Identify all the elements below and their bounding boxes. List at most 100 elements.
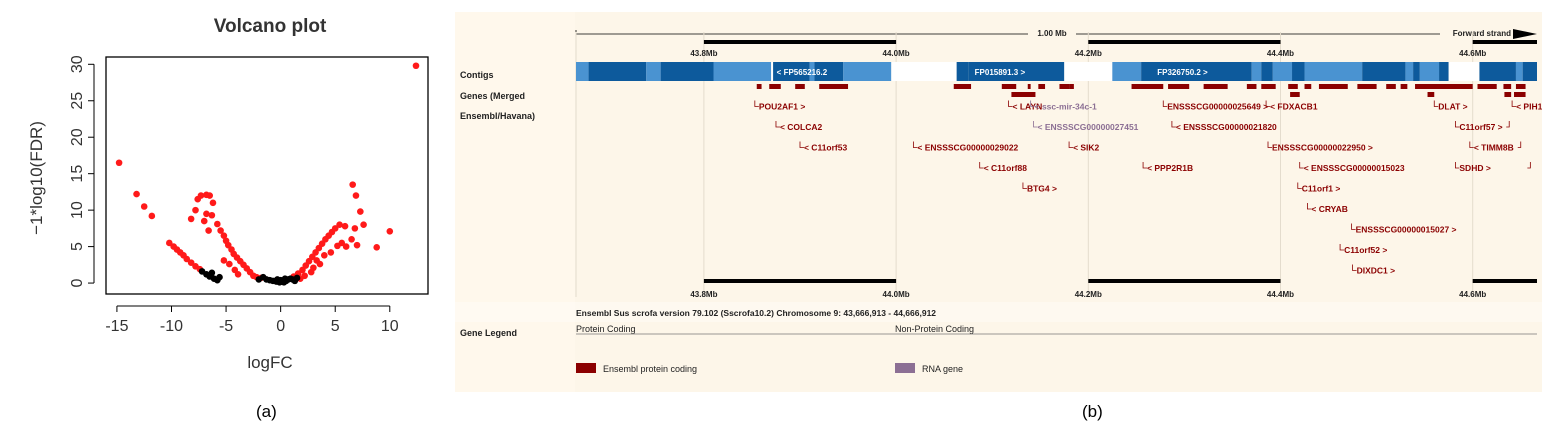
significant-point bbox=[352, 192, 360, 199]
y-tick-label: 25 bbox=[69, 92, 86, 110]
gene-block bbox=[756, 84, 762, 89]
gene-legend-title: Gene Legend bbox=[460, 328, 517, 338]
contig-block bbox=[1141, 62, 1252, 81]
strand-arrow-icon bbox=[1513, 29, 1537, 39]
gene-hook-icon bbox=[1352, 264, 1357, 271]
y-tick-label: 0 bbox=[69, 279, 86, 288]
gene-hook-icon bbox=[912, 141, 918, 148]
significant-point bbox=[115, 159, 123, 167]
gene-hook-icon bbox=[1433, 100, 1439, 107]
contig-block bbox=[576, 62, 589, 81]
position-ruler-bottom: 43.8Mb 44.0Mb 44.2Mb 44.4Mb 44.6Mb bbox=[690, 279, 1537, 299]
significant-point bbox=[341, 222, 349, 230]
gene-block bbox=[769, 84, 781, 89]
nonsignificant-point bbox=[216, 273, 223, 281]
significant-point bbox=[301, 272, 308, 280]
gene-label: ENSSSCG00000015027 > bbox=[1356, 225, 1457, 235]
significant-point bbox=[220, 232, 228, 239]
gene-block bbox=[1011, 92, 1036, 97]
significant-point bbox=[313, 257, 320, 264]
gene-block bbox=[1386, 84, 1396, 89]
contig-block bbox=[891, 62, 957, 81]
gene-label: POU2AF1 > bbox=[759, 102, 806, 112]
significant-point bbox=[412, 62, 420, 70]
gene-label: < PPP2R1B bbox=[1147, 163, 1193, 173]
gene-block bbox=[819, 84, 849, 89]
track-label-contigs: Contigs bbox=[460, 70, 494, 80]
gene-label: ENSSSCG00000022950 > bbox=[1272, 143, 1373, 153]
ruler-tick-label: 44.6Mb bbox=[1459, 290, 1486, 299]
contig-block bbox=[1112, 62, 1142, 81]
contig-block bbox=[771, 62, 774, 81]
gene-label: C11orf1 > bbox=[1302, 184, 1341, 194]
significant-point bbox=[133, 190, 140, 198]
gene-hook-icon bbox=[1297, 182, 1302, 189]
gene-label: < ENSSSCG00000015023 bbox=[1304, 163, 1405, 173]
significant-point bbox=[357, 208, 364, 215]
gene-label: < FDXACB1 bbox=[1270, 102, 1318, 112]
significant-point bbox=[360, 221, 367, 229]
y-tick-label: 20 bbox=[69, 128, 86, 146]
gene-label: C11orf57 > bbox=[1459, 122, 1502, 132]
axes: -15 -10 -5 0 5 10 0 5 10 15 20 25 30 bbox=[69, 55, 399, 335]
significant-point bbox=[310, 264, 317, 272]
gene-label: < ENSSSCG00000029022 bbox=[917, 143, 1018, 153]
contig-block bbox=[773, 62, 810, 81]
gene-block bbox=[1038, 84, 1046, 89]
gene-label: C11orf52 > bbox=[1344, 245, 1387, 255]
y-tick-label: 15 bbox=[69, 165, 86, 183]
gene-hook-icon bbox=[775, 121, 780, 128]
contig-block bbox=[1439, 62, 1449, 81]
nonsignificant-point bbox=[208, 269, 216, 277]
significant-point bbox=[206, 192, 213, 199]
significant-point bbox=[187, 259, 195, 266]
gene-hook-icon bbox=[1265, 100, 1271, 107]
caption-b: (b) bbox=[1082, 402, 1103, 421]
x-tick-label: 10 bbox=[381, 318, 399, 335]
gene-label: < C11orf88 bbox=[984, 163, 1028, 173]
scale-bar: 1.00 Mb Forward strand bbox=[575, 27, 1537, 39]
gene-block bbox=[1131, 84, 1164, 89]
gene-block bbox=[953, 84, 972, 89]
contig-block bbox=[1448, 62, 1480, 81]
significant-point bbox=[338, 239, 346, 247]
gene-hook-icon bbox=[1008, 100, 1013, 107]
gene-hook-icon bbox=[1171, 121, 1176, 128]
gene-hook-icon bbox=[1142, 162, 1148, 169]
data-points bbox=[115, 62, 420, 286]
ruler-tick-label: 44.4Mb bbox=[1267, 49, 1294, 58]
ruler-tick-label: 43.8Mb bbox=[690, 290, 717, 299]
gene-hook-icon bbox=[1455, 162, 1460, 169]
nonsignificant-point bbox=[293, 274, 301, 282]
gene-block bbox=[1246, 84, 1257, 89]
gene-hook-icon bbox=[1506, 121, 1510, 128]
gene-label: < SIK2 bbox=[1073, 143, 1099, 153]
gene-block bbox=[1477, 84, 1497, 89]
significant-point bbox=[197, 192, 205, 199]
ruler-tick-label: 44.0Mb bbox=[883, 49, 910, 58]
contig-block bbox=[1405, 62, 1414, 81]
contig-block bbox=[646, 62, 661, 81]
gene-label: < ENSSSCG00000027451 bbox=[1038, 122, 1139, 132]
ruler-segment bbox=[1472, 279, 1537, 283]
x-tick-label: -15 bbox=[105, 318, 128, 335]
contig-block bbox=[968, 62, 1065, 81]
track-label-genes-line2: Ensembl/Havana) bbox=[460, 111, 535, 121]
gene-hook-icon bbox=[754, 100, 759, 107]
contig-block bbox=[1251, 62, 1262, 81]
ruler-segment bbox=[1088, 279, 1281, 283]
legend-swatch-rna bbox=[895, 363, 915, 373]
gene-block bbox=[795, 84, 805, 89]
contig-block bbox=[1304, 62, 1363, 81]
caption-a: (a) bbox=[256, 402, 277, 421]
significant-point bbox=[148, 212, 156, 220]
gene-block bbox=[1318, 84, 1348, 89]
x-tick-label: 5 bbox=[331, 318, 340, 335]
plot-frame bbox=[105, 56, 429, 295]
gene-hook-icon bbox=[1469, 141, 1474, 148]
significant-point bbox=[208, 211, 216, 219]
contig-block bbox=[713, 62, 772, 81]
gene-label: < CRYAB bbox=[1311, 204, 1347, 214]
significant-point bbox=[217, 227, 224, 234]
gene-block bbox=[1059, 84, 1070, 89]
